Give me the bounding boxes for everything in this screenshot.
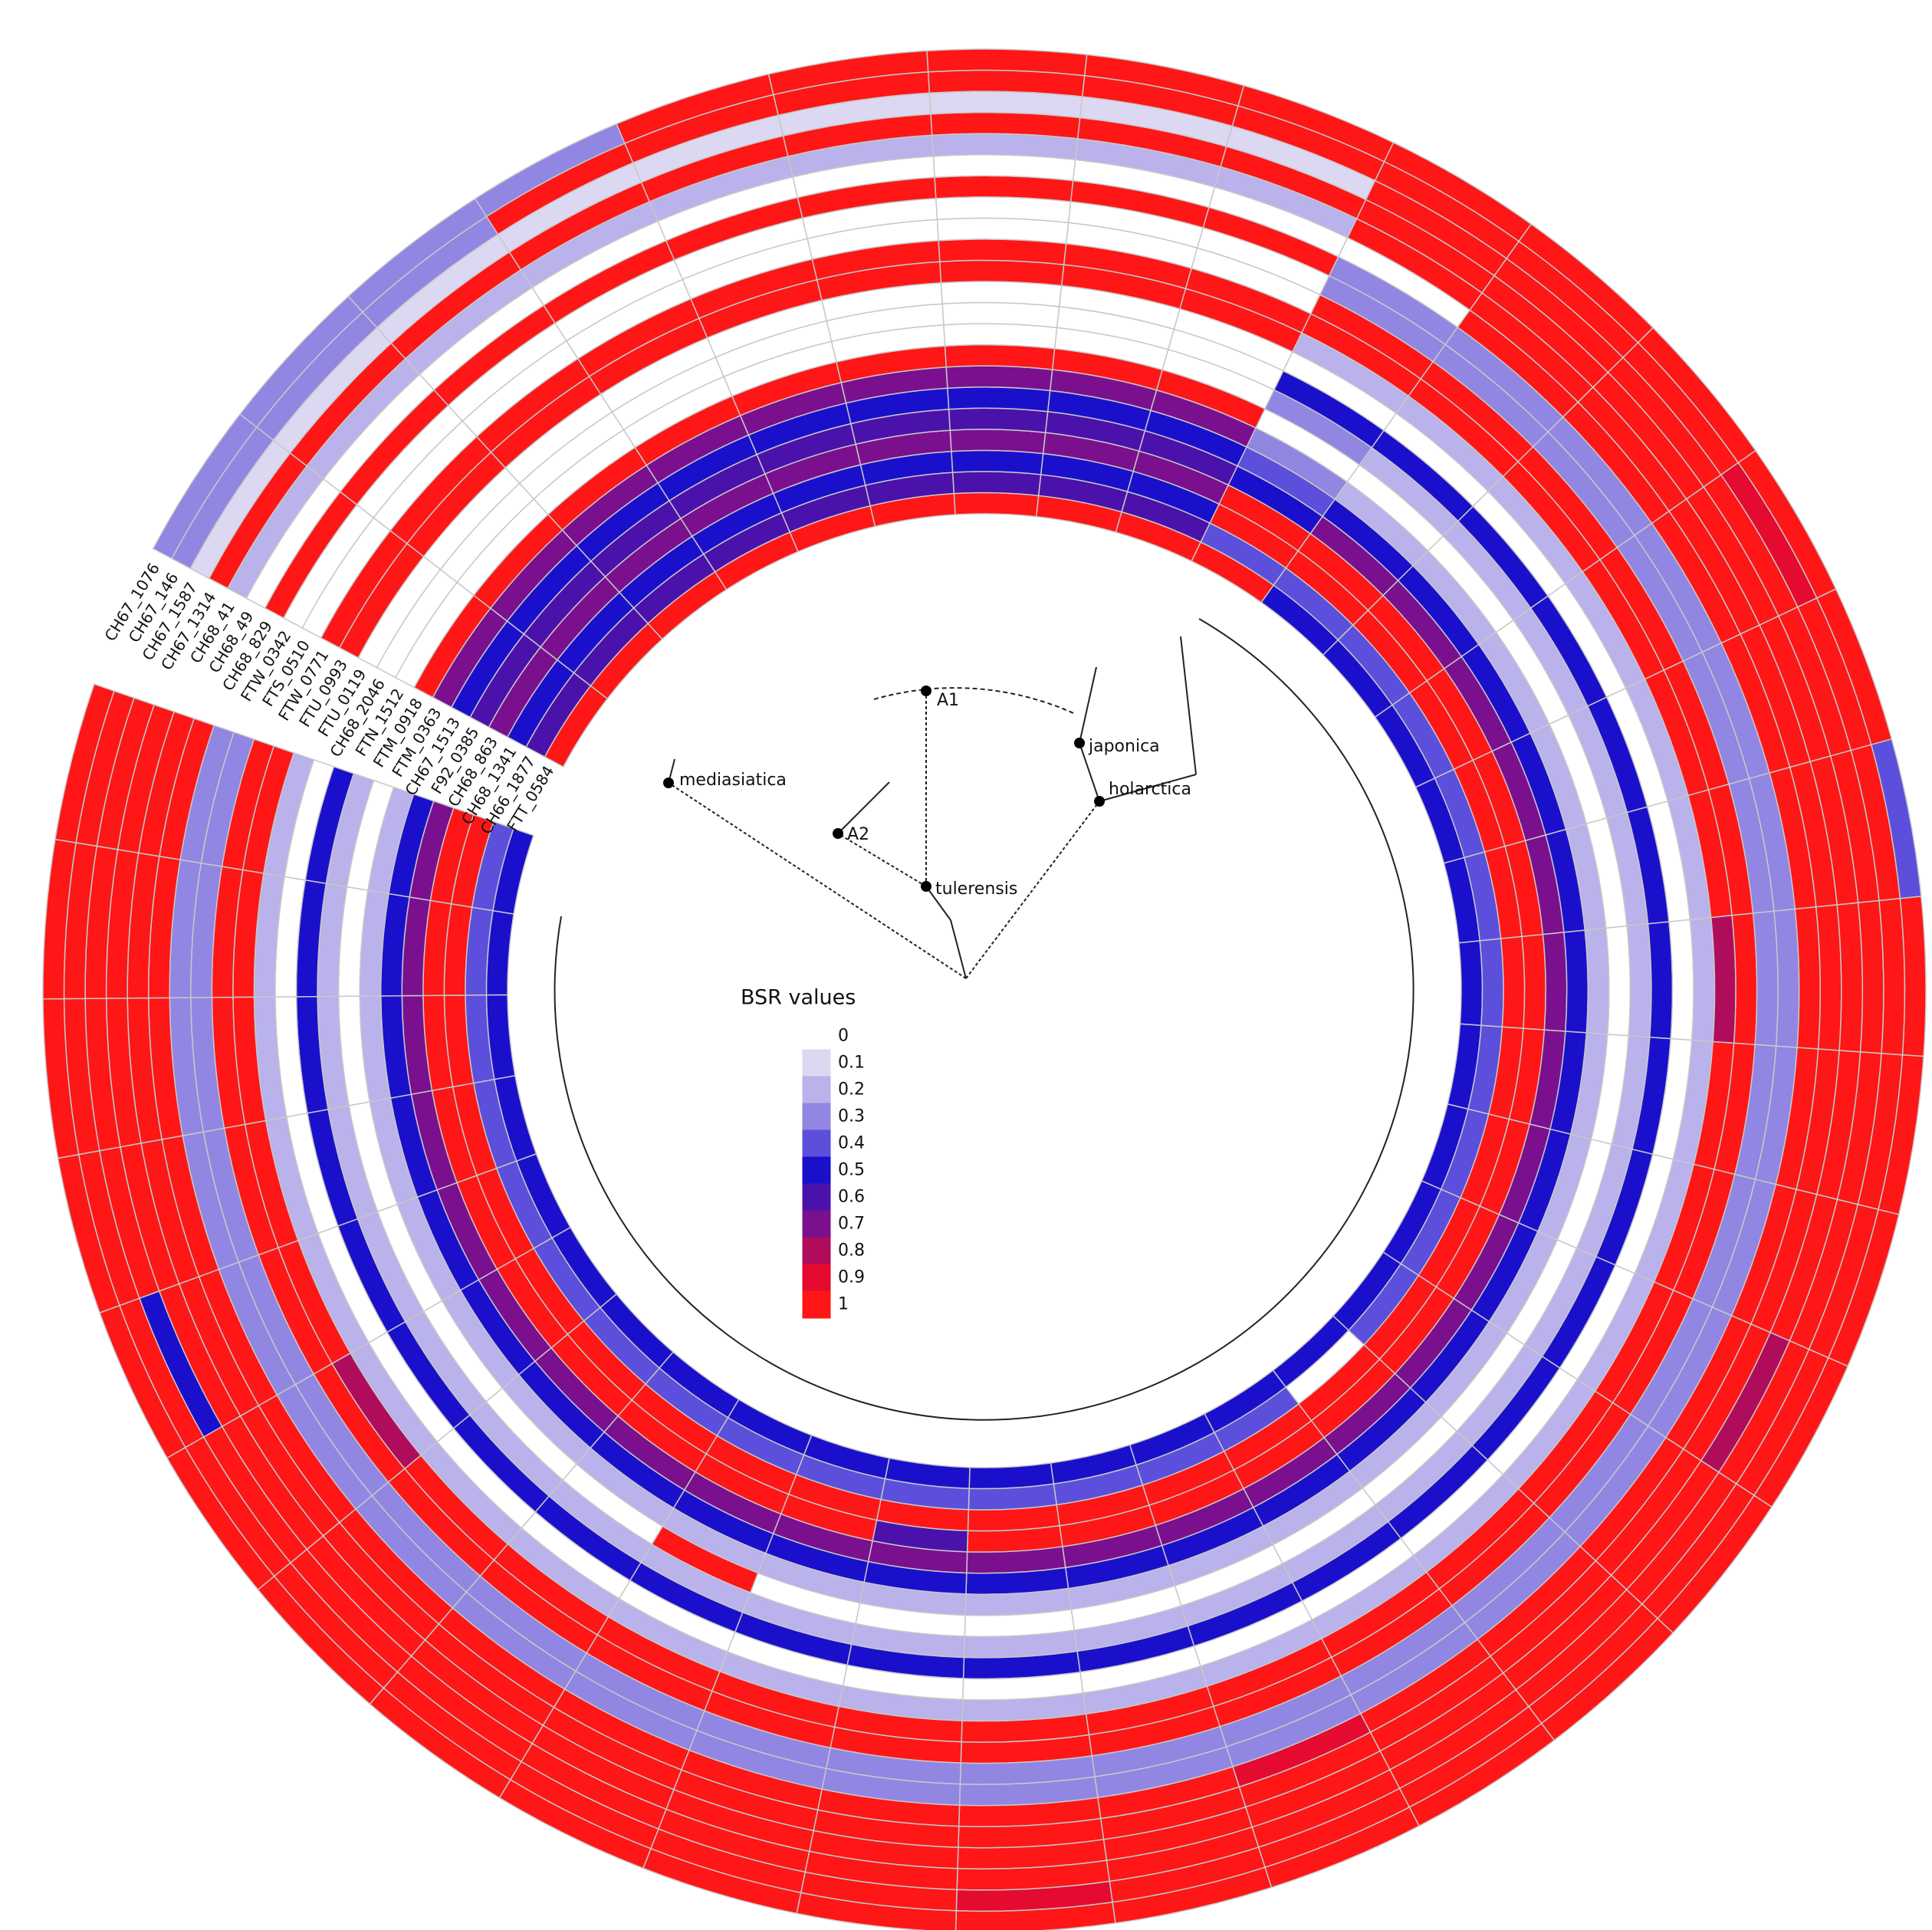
clade-node	[921, 881, 932, 892]
tree-leaf-arc	[554, 618, 1414, 1421]
legend-label: 0.8	[838, 1241, 865, 1261]
legend-swatch	[802, 1022, 831, 1050]
heatmap-cell	[953, 492, 1040, 518]
legend-label: 0.9	[838, 1268, 865, 1287]
heatmap-cell	[1479, 938, 1504, 1028]
heatmap-cell	[1710, 914, 1737, 1044]
legend-label: 0.2	[838, 1080, 865, 1100]
heatmap-cell	[968, 1462, 1055, 1490]
heatmap-cell	[1458, 940, 1484, 1027]
heatmap-cell	[1521, 933, 1546, 1031]
tree-branch	[837, 781, 890, 834]
heatmap-cell	[947, 386, 1051, 413]
heatmap-cell	[1773, 908, 1800, 1048]
heatmap-cell	[1584, 927, 1610, 1035]
clade-node	[1074, 738, 1085, 748]
legend-swatch	[802, 1049, 831, 1077]
legend-title: BSR values	[741, 986, 856, 1010]
heatmap-cell	[944, 344, 1056, 370]
phylogenetic-tree: A1 A2 mediasiatica tulerensis japonica h…	[554, 618, 1414, 1421]
heatmap-cell	[1794, 906, 1822, 1050]
clade-label: A2	[847, 825, 869, 844]
legend-label: 0	[838, 1027, 849, 1046]
heatmap-cell	[1731, 912, 1758, 1046]
legend-swatch	[802, 1103, 831, 1131]
legend-swatch	[802, 1076, 831, 1104]
legend-swatch	[802, 1129, 831, 1158]
heatmap-cell	[1605, 925, 1631, 1037]
heatmap-cell	[1647, 921, 1674, 1040]
clade-label: holarctica	[1109, 780, 1191, 799]
heatmap-cell	[951, 449, 1044, 475]
legend-swatch	[802, 1264, 831, 1292]
clade-label: japonica	[1088, 737, 1160, 756]
legend-swatch	[802, 1237, 831, 1265]
heatmap-cell	[1626, 923, 1652, 1038]
legend-label: 0.7	[838, 1215, 865, 1234]
legend-label: 0.5	[838, 1161, 865, 1180]
tree-branch	[837, 833, 927, 887]
legend-swatch	[802, 1183, 831, 1212]
heatmap-cell	[1500, 935, 1526, 1029]
clade-label: mediasiatica	[679, 771, 787, 790]
clade-node	[833, 828, 843, 839]
heatmap-cell	[955, 1901, 1116, 1930]
tree-branch	[925, 886, 951, 921]
legend-label: 0.3	[838, 1107, 865, 1126]
heatmap-cell	[939, 259, 1065, 287]
heatmap-cell	[945, 365, 1053, 392]
tree-branch	[1079, 666, 1097, 744]
tree-branch	[668, 782, 967, 979]
heatmap-cell	[951, 471, 1042, 497]
clade-node	[663, 778, 674, 788]
heatmap-cell	[1752, 910, 1779, 1047]
legend-label: 1	[838, 1295, 849, 1314]
heatmap-cell	[949, 429, 1046, 455]
legend-swatch	[802, 1291, 831, 1319]
heatmap-cell	[54, 683, 115, 843]
heatmap-cell	[1563, 929, 1589, 1034]
heatmap-cell	[940, 281, 1063, 307]
heatmap-cell	[1668, 919, 1694, 1041]
heatmap-cell	[1815, 904, 1842, 1051]
heatmap-cell	[1878, 897, 1906, 1056]
heatmap-cell	[943, 323, 1058, 350]
heatmap-cell	[948, 407, 1049, 433]
heatmap-cell	[1857, 899, 1884, 1054]
clade-node	[1094, 796, 1105, 807]
legend-label: 0.4	[838, 1134, 865, 1153]
heatmap-cell	[1836, 902, 1864, 1053]
heatmap	[42, 48, 1927, 1930]
heatmap-cell	[935, 196, 1072, 224]
legend-label: 0.1	[838, 1054, 865, 1073]
clade-node	[921, 686, 932, 696]
heatmap-cell	[1689, 916, 1716, 1043]
legend-label: 0.6	[838, 1188, 865, 1207]
tree-branch	[1099, 774, 1197, 802]
heatmap-cell	[936, 217, 1070, 245]
legend-swatch	[802, 1156, 831, 1185]
tree-branch	[950, 919, 967, 979]
legend-swatch	[802, 1210, 831, 1238]
tree-branch	[965, 801, 1100, 979]
tree-branch	[1180, 636, 1197, 775]
heatmap-cell	[1542, 932, 1568, 1032]
heatmap-cell	[941, 301, 1060, 329]
clade-label: A1	[937, 691, 959, 710]
heatmap-cell	[938, 238, 1067, 265]
clade-label: tulerensis	[935, 880, 1017, 899]
tree-leaf-arc	[873, 687, 1074, 714]
tree-branch	[1079, 742, 1100, 802]
